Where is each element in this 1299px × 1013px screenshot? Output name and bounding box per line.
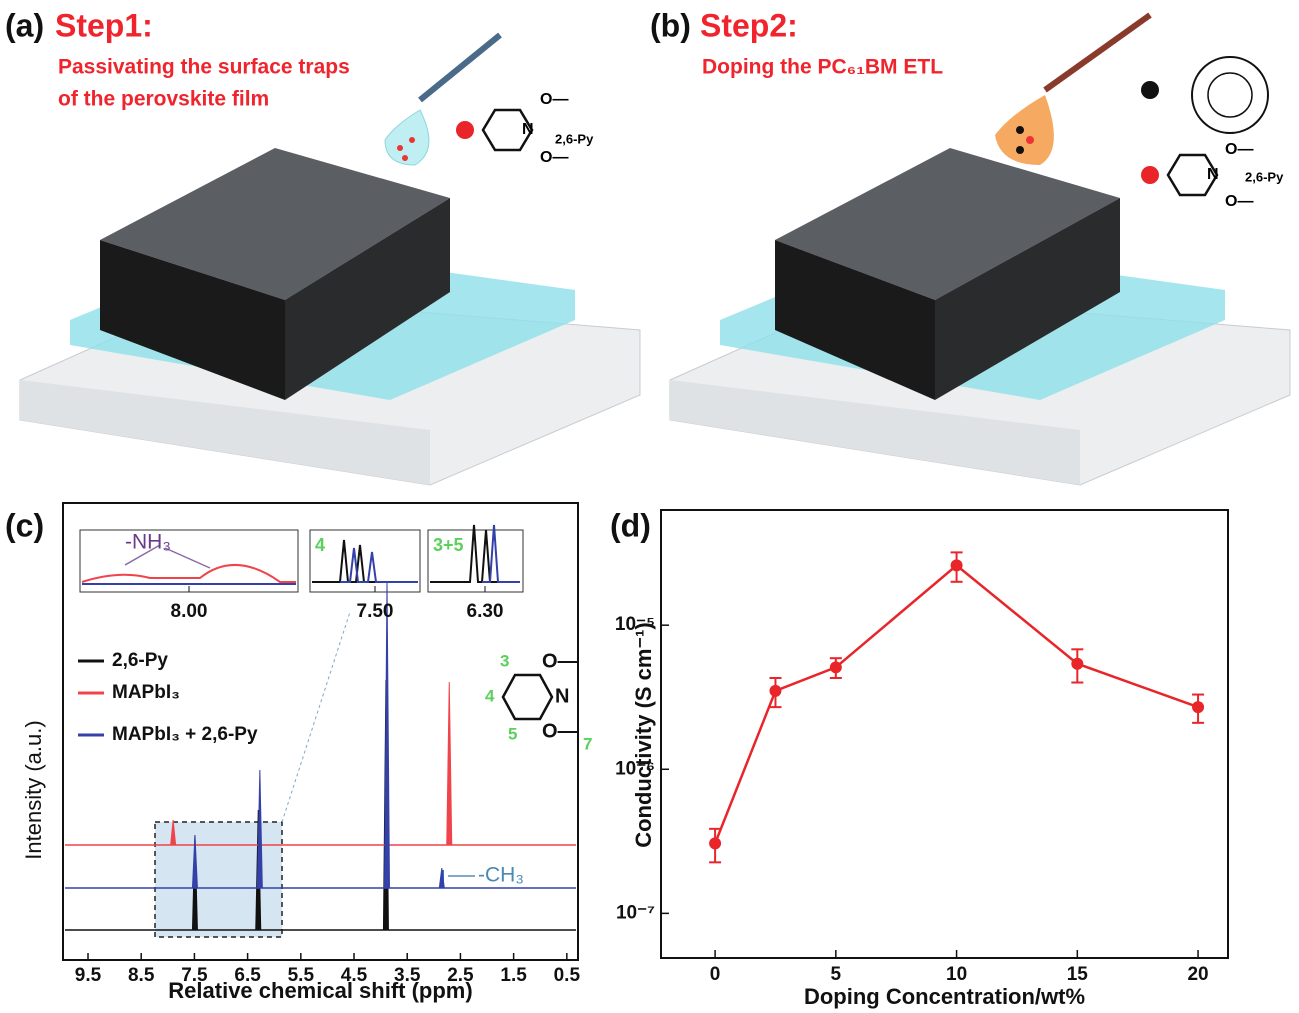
y-tick-label: 10⁻⁵ xyxy=(615,614,655,635)
data-point xyxy=(829,661,842,674)
x-tick-label: 3.5 xyxy=(394,965,421,986)
panel-label: (b) xyxy=(650,7,691,43)
legend-label: 2,6-Py xyxy=(555,131,594,146)
atom-label: O— xyxy=(540,149,568,166)
y-axis-label: Intensity (a.u.) xyxy=(21,720,46,859)
atom-position: 3 xyxy=(500,651,509,670)
y-tick-label: 10⁻⁷ xyxy=(616,902,655,923)
x-axis-label: Relative chemical shift (ppm) xyxy=(168,978,472,1003)
atom-position: 5 xyxy=(508,724,517,743)
x-tick-label: 6.5 xyxy=(234,965,261,986)
x-tick-label: 5 xyxy=(831,964,842,985)
atom-label: O— xyxy=(1225,193,1253,210)
step-text: Doping the PC₆₁BM ETL xyxy=(702,56,943,79)
x-tick-label: 8.5 xyxy=(128,965,155,986)
step-heading: Step1: xyxy=(55,7,153,43)
atom-label: O— xyxy=(540,91,568,108)
step-text: of the perovskite film xyxy=(58,88,269,111)
panel-label: (a) xyxy=(5,7,44,43)
panel-label: (d) xyxy=(610,507,651,543)
inset-tick-label: 6.30 xyxy=(467,601,504,622)
annotation: -NH₃ xyxy=(125,531,171,554)
atom-label: N xyxy=(522,121,534,138)
legend-label: 2,6-Py xyxy=(1245,169,1284,184)
plot-frame xyxy=(62,502,579,961)
x-tick-label: 9.5 xyxy=(75,965,102,986)
peak xyxy=(170,819,177,846)
annotation: 3+5 xyxy=(433,535,464,555)
data-point xyxy=(950,559,963,572)
x-tick-label: 10 xyxy=(946,964,967,985)
panel-label: (c) xyxy=(5,507,44,543)
annotation: 4 xyxy=(315,535,325,555)
step-heading: Step2: xyxy=(700,7,798,43)
peak xyxy=(256,769,263,889)
data-point xyxy=(1071,657,1084,670)
legend-label: MAPbI₃ + 2,6-Py xyxy=(112,724,258,745)
x-tick-label: 0 xyxy=(710,964,721,985)
atom-label: O— xyxy=(1225,141,1253,158)
x-tick-label: 0.5 xyxy=(554,965,581,986)
peak xyxy=(191,834,198,889)
peak xyxy=(383,581,391,889)
step-text: Passivating the surface traps xyxy=(58,56,350,79)
device-illustration-b xyxy=(669,12,1291,486)
x-tick-label: 1.5 xyxy=(500,965,527,986)
atom-position: 4 xyxy=(485,686,495,705)
x-tick-label: 15 xyxy=(1067,964,1089,985)
x-tick-label: 7.5 xyxy=(181,965,208,986)
inset-tick-label: 7.50 xyxy=(357,601,394,622)
legend-label: MAPbI₃ xyxy=(112,682,180,703)
peak xyxy=(446,681,453,846)
x-tick-label: 20 xyxy=(1187,964,1208,985)
device-illustration-a xyxy=(19,32,641,486)
annotation: -CH₃ xyxy=(478,864,524,887)
inset-tick-label: 8.00 xyxy=(171,601,208,622)
atom-label: O— xyxy=(542,650,578,672)
data-point xyxy=(1192,701,1205,714)
peak xyxy=(438,867,445,889)
y-axis-label: Conductivity (S cm⁻¹) xyxy=(631,622,656,848)
data-point xyxy=(709,837,722,850)
atom-label: O— xyxy=(542,720,578,742)
plot-frame xyxy=(660,509,1229,959)
x-axis-label: Doping Concentration/wt% xyxy=(804,984,1085,1009)
x-tick-label: 2.5 xyxy=(447,965,474,986)
data-line xyxy=(713,563,1199,844)
x-tick-label: 5.5 xyxy=(288,965,315,986)
legend-label: 2,6-Py xyxy=(112,650,168,671)
y-tick-label: 10⁻⁶ xyxy=(615,758,655,779)
atom-label: N xyxy=(555,685,569,707)
data-point xyxy=(769,684,782,697)
atom-position: 7 xyxy=(583,734,592,753)
x-tick-label: 4.5 xyxy=(341,965,368,986)
atom-label: N xyxy=(1207,166,1219,183)
